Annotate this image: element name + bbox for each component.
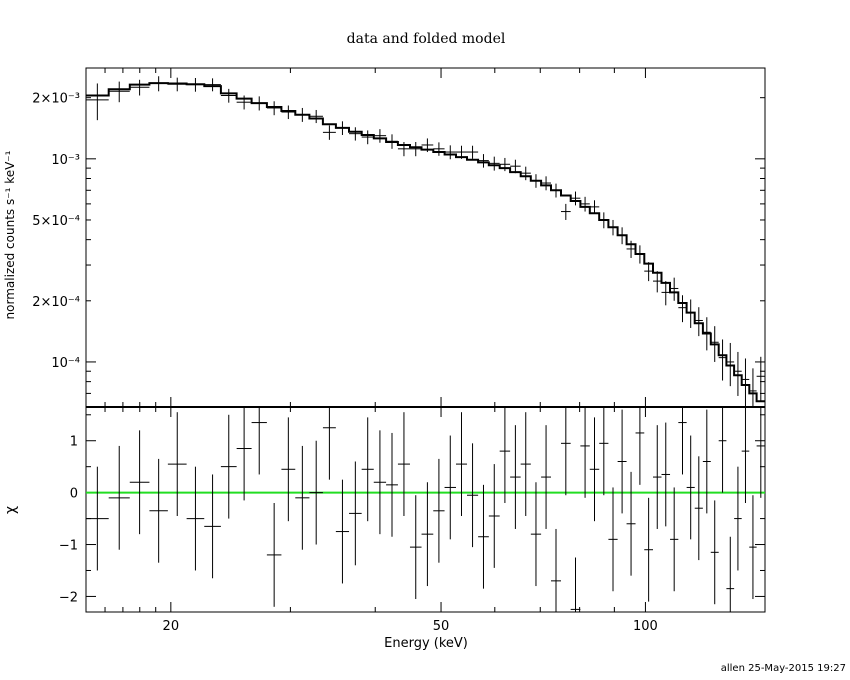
x-tick-label: 20 [163, 619, 180, 634]
x-axis-label: Energy (keV) [384, 636, 468, 651]
bottom-y-tick-label: −2 [59, 590, 78, 605]
x-tick-label: 50 [433, 619, 450, 634]
bottom-y-tick-label: −1 [59, 539, 78, 554]
footer-stamp: allen 25-May-2015 19:27 [720, 663, 846, 674]
bottom-panel [85, 406, 766, 613]
x-tick-label: 100 [633, 619, 658, 634]
top-y-tick-label: 10⁻³ [51, 153, 80, 168]
top-y-tick-label: 2×10⁻³ [32, 92, 80, 107]
top-y-axis-label: normalized counts s⁻¹ keV⁻¹ [3, 150, 17, 319]
model-step-line [86, 82, 765, 403]
chart-title: data and folded model [347, 31, 506, 47]
top-plot-frame [85, 67, 766, 408]
bottom-y-tick-label: 1 [70, 435, 78, 450]
bottom-y-tick-label: 0 [70, 487, 78, 502]
top-y-tick-label: 10⁻⁴ [51, 356, 80, 371]
bottom-y-axis-label: χ [3, 506, 19, 514]
bottom-plot-frame [85, 406, 766, 613]
top-y-tick-label: 2×10⁻⁴ [32, 295, 80, 310]
top-y-tick-label: 5×10⁻⁴ [32, 214, 80, 229]
top-panel [85, 67, 766, 408]
